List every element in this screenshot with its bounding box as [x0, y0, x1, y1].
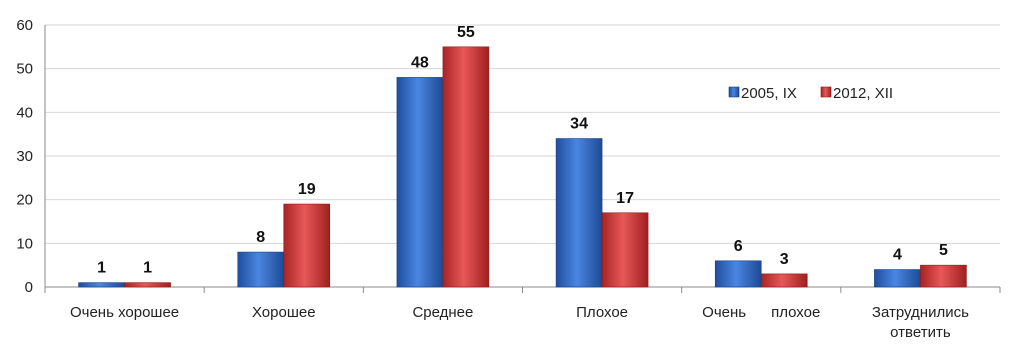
- data-label: 1: [97, 260, 106, 277]
- bar-series-1: [555, 138, 603, 288]
- data-label: 5: [939, 242, 948, 259]
- bars: [78, 46, 967, 288]
- legend: 2005, IX 2012, XII: [728, 85, 893, 102]
- legend-swatch: [728, 86, 740, 98]
- axes: [44, 25, 1001, 293]
- bar-series-2: [283, 203, 331, 288]
- y-tick-label: 60: [16, 17, 33, 34]
- y-tick-label: 30: [16, 148, 33, 165]
- x-axis-category-labels: Очень хорошее Хорошее Среднее Плохое Очень п…: [70, 304, 969, 341]
- y-tick-label: 10: [16, 235, 33, 252]
- data-label: 34: [570, 116, 588, 133]
- data-label: 19: [298, 181, 316, 198]
- data-label: 1: [143, 260, 152, 277]
- y-tick-label: 20: [16, 192, 33, 209]
- data-label: 3: [780, 251, 789, 268]
- data-label: 17: [616, 190, 634, 207]
- legend-entry: 2012, XII: [833, 85, 893, 102]
- category-label: Затруднились: [872, 304, 969, 321]
- category-label: Среднее: [412, 304, 473, 321]
- category-label: Очень плохое: [702, 304, 820, 321]
- bar-series-2: [760, 273, 808, 288]
- bar-series-1: [874, 269, 921, 288]
- data-label: 4: [893, 247, 902, 264]
- bar-series-2: [601, 212, 649, 288]
- bar-series-2: [124, 282, 171, 288]
- y-tick-label: 40: [16, 104, 33, 121]
- category-label: Хорошее: [252, 304, 316, 321]
- bar-series-2: [442, 46, 490, 288]
- y-tick-label: 0: [25, 279, 33, 296]
- data-label: 8: [256, 229, 265, 246]
- bar-series-1: [396, 77, 444, 288]
- bar-series-1: [714, 260, 762, 288]
- data-label: 48: [411, 54, 429, 71]
- category-label: Очень хорошее: [70, 304, 179, 321]
- bar-series-2: [920, 264, 967, 288]
- category-label: ответить: [890, 324, 951, 341]
- gridlines: [45, 24, 1000, 244]
- bar-series-1: [237, 251, 285, 288]
- legend-entry: 2005, IX: [741, 85, 797, 102]
- y-tick-label: 50: [16, 61, 33, 78]
- legend-swatch: [820, 86, 832, 98]
- data-label: 6: [734, 238, 743, 255]
- data-label: 55: [457, 24, 475, 41]
- y-axis-tick-labels: 0 10 20 30 40 50 60: [16, 17, 33, 296]
- bar-series-1: [78, 282, 125, 288]
- category-label: Плохое: [576, 304, 628, 321]
